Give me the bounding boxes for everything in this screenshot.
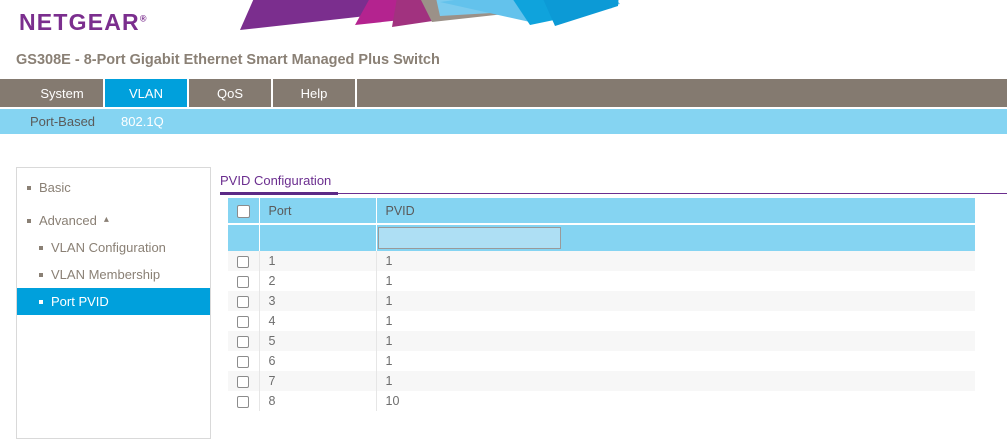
sidebar-item-vlan-membership[interactable]: VLAN Membership	[17, 261, 210, 288]
row-checkbox[interactable]	[237, 395, 250, 408]
registered-trademark-icon: ®	[139, 13, 147, 24]
table-header-row: Port PVID	[228, 198, 975, 225]
cell-pvid: 1	[376, 311, 975, 331]
bullet-icon	[27, 218, 31, 223]
tab-qos[interactable]: QoS	[189, 79, 273, 107]
pvid-input[interactable]	[377, 227, 561, 249]
row-select-cell	[228, 311, 260, 331]
logo-wordmark: NETGEAR	[19, 9, 140, 35]
tab-bar-divider	[338, 193, 1007, 194]
select-all-header-cell	[228, 198, 260, 225]
row-checkbox[interactable]	[237, 255, 250, 268]
filter-checkbox-cell	[228, 224, 260, 251]
table-filter-body	[228, 224, 975, 251]
table-row[interactable]: 7 1	[228, 371, 975, 391]
sidebar-item-label: Port PVID	[51, 294, 109, 309]
row-select-cell	[228, 391, 260, 411]
bullet-icon	[39, 299, 43, 304]
cell-port: 7	[259, 371, 377, 391]
row-checkbox[interactable]	[237, 355, 250, 368]
row-select-cell	[228, 291, 260, 311]
cell-port: 3	[259, 291, 377, 311]
row-checkbox[interactable]	[237, 295, 250, 308]
page-title: GS308E - 8-Port Gigabit Ethernet Smart M…	[16, 52, 440, 68]
table-row[interactable]: 4 1	[228, 311, 975, 331]
table-row[interactable]: 3 1	[228, 291, 975, 311]
tab-vlan[interactable]: VLAN	[105, 79, 189, 107]
sidebar-item-advanced[interactable]: Advanced ▴	[17, 207, 210, 234]
table-row[interactable]: 5 1	[228, 331, 975, 351]
cell-port: 8	[259, 391, 377, 411]
table-row[interactable]: 8 10	[228, 391, 975, 411]
row-select-cell	[228, 331, 260, 351]
cell-pvid: 1	[376, 251, 975, 271]
active-tab-underline	[220, 192, 338, 195]
cell-port: 5	[259, 331, 377, 351]
table-header: Port PVID	[228, 198, 975, 225]
pvid-configuration-table: Port PVID 1 1	[228, 198, 975, 411]
filter-port-cell	[259, 224, 377, 251]
row-select-cell	[228, 251, 260, 271]
primary-navigation-bar: System VLAN QoS Help	[0, 79, 1007, 107]
sidebar-item-label: Advanced	[39, 213, 97, 228]
netgear-logo: NETGEAR®	[19, 9, 147, 36]
pvid-edit-row	[228, 224, 975, 251]
subnav-item-port-based[interactable]: Port-Based	[30, 114, 96, 129]
cell-pvid: 1	[376, 371, 975, 391]
main-panel: PVID Configuration Port PVID	[220, 134, 1007, 439]
content-area: Basic Advanced ▴ VLAN Configuration VLAN…	[0, 134, 1007, 439]
filter-pvid-cell	[376, 224, 975, 251]
column-header-pvid[interactable]: PVID	[376, 198, 975, 225]
cell-port: 6	[259, 351, 377, 371]
sidebar-item-label: Basic	[39, 180, 71, 195]
tab-help[interactable]: Help	[273, 79, 357, 107]
select-all-checkbox[interactable]	[236, 204, 250, 218]
subnav-item-8021q[interactable]: 802.1Q	[121, 114, 164, 129]
sidebar-item-port-pvid[interactable]: Port PVID	[17, 288, 210, 315]
row-checkbox[interactable]	[237, 275, 250, 288]
row-checkbox[interactable]	[237, 375, 250, 388]
bullet-icon	[39, 245, 43, 250]
chevron-up-icon: ▴	[103, 213, 109, 225]
cell-port: 2	[259, 271, 377, 291]
sidebar-item-basic[interactable]: Basic	[17, 174, 210, 201]
column-header-port[interactable]: Port	[259, 198, 377, 225]
sidebar-item-label: VLAN Membership	[51, 267, 161, 282]
sidebar-item-label: VLAN Configuration	[51, 240, 166, 255]
cell-port: 1	[259, 251, 377, 271]
table-row[interactable]: 6 1	[228, 351, 975, 371]
panel-tab-pvid-configuration[interactable]: PVID Configuration	[220, 173, 332, 188]
tab-system[interactable]: System	[21, 79, 105, 107]
sidebar-menu: Basic Advanced ▴ VLAN Configuration VLAN…	[16, 167, 211, 439]
primary-nav-filler	[357, 79, 1007, 107]
row-select-cell	[228, 351, 260, 371]
page-header: NETGEAR®	[0, 0, 1007, 45]
cell-pvid: 1	[376, 331, 975, 351]
row-select-cell	[228, 371, 260, 391]
cell-pvid: 1	[376, 351, 975, 371]
row-checkbox[interactable]	[237, 335, 250, 348]
table-body: 1 1 2 1 3 1	[228, 251, 975, 411]
sidebar-item-vlan-configuration[interactable]: VLAN Configuration	[17, 234, 210, 261]
bullet-icon	[39, 272, 43, 277]
cell-pvid: 1	[376, 271, 975, 291]
table-row[interactable]: 2 1	[228, 271, 975, 291]
row-select-cell	[228, 271, 260, 291]
table-row[interactable]: 1 1	[228, 251, 975, 271]
cell-port: 4	[259, 311, 377, 331]
row-checkbox[interactable]	[237, 315, 250, 328]
cell-pvid: 10	[376, 391, 975, 411]
header-decoration-graphic	[240, 0, 620, 30]
secondary-navigation-bar: Port-Based 802.1Q	[0, 109, 1007, 134]
cell-pvid: 1	[376, 291, 975, 311]
bullet-icon	[27, 185, 31, 190]
